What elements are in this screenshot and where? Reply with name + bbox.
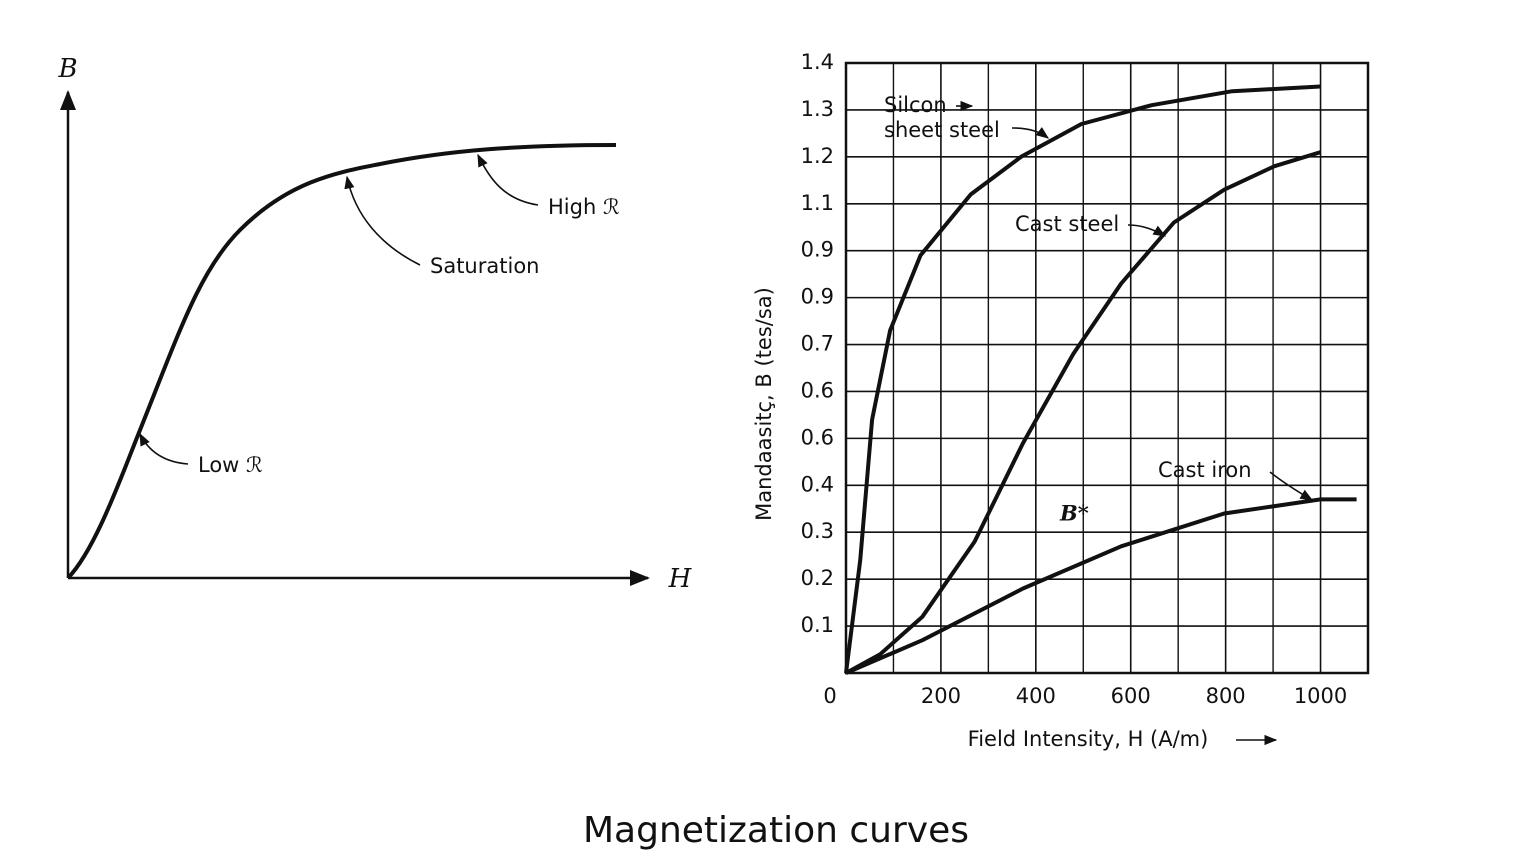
x-tick-label: 200 <box>921 684 961 708</box>
series-line <box>845 497 1357 675</box>
y-tick-label: 0.3 <box>801 519 834 543</box>
y-tick-label: 0.2 <box>801 566 834 590</box>
y-tick-label: 0.1 <box>801 613 834 637</box>
series-line <box>845 150 1322 675</box>
annotation-arrow <box>139 432 189 465</box>
series-line <box>844 84 1321 674</box>
annotation-arrow <box>344 175 421 266</box>
annotation: Low ℛ <box>198 453 263 477</box>
x-tick-label: 600 <box>1111 684 1151 708</box>
annotation-arrow <box>477 153 539 206</box>
annotation-arrow <box>1269 471 1314 501</box>
y-tick-label: 1.3 <box>801 97 834 121</box>
y-tick-label: 0.7 <box>801 332 834 356</box>
annotation-arrow <box>1011 126 1050 139</box>
x-tick-label: 800 <box>1206 684 1246 708</box>
y-tick-label: 1.2 <box>801 144 834 168</box>
y-tick-label: 1.4 <box>801 50 834 74</box>
annotation: Saturation <box>430 254 539 278</box>
caption: Magnetization curves <box>583 810 969 851</box>
y-axis-label: B <box>57 54 77 84</box>
y-tick-label: 0.9 <box>801 238 834 262</box>
y-tick-label: 0.9 <box>801 285 834 309</box>
x-tick-label: 400 <box>1016 684 1056 708</box>
x-axis-label: H <box>668 564 693 594</box>
plot-frame <box>844 61 1370 675</box>
annotation: Cast iron <box>1158 458 1252 482</box>
annotation: Silcon <box>884 93 947 117</box>
annotation: sheet steel <box>884 118 1000 142</box>
y-tick-label: 0.4 <box>801 472 834 496</box>
annotation: B* <box>1059 501 1089 526</box>
y-tick-label: 0.6 <box>801 378 834 402</box>
y-tick-label: 1.1 <box>801 191 834 215</box>
curve <box>66 143 617 580</box>
y-tick-label: 0.6 <box>801 425 834 449</box>
annotation: High ℛ <box>548 195 620 219</box>
x-axis-label: Field Intensity, H (A/m) <box>968 727 1209 751</box>
annotation-arrow <box>1127 224 1167 237</box>
annotation: Cast steel <box>1015 212 1119 236</box>
x-tick-label: 1000 <box>1294 684 1347 708</box>
x-tick-label: 0 <box>823 684 836 708</box>
y-axis-label: Mandaasitç, B (tes/sa) <box>752 287 776 521</box>
